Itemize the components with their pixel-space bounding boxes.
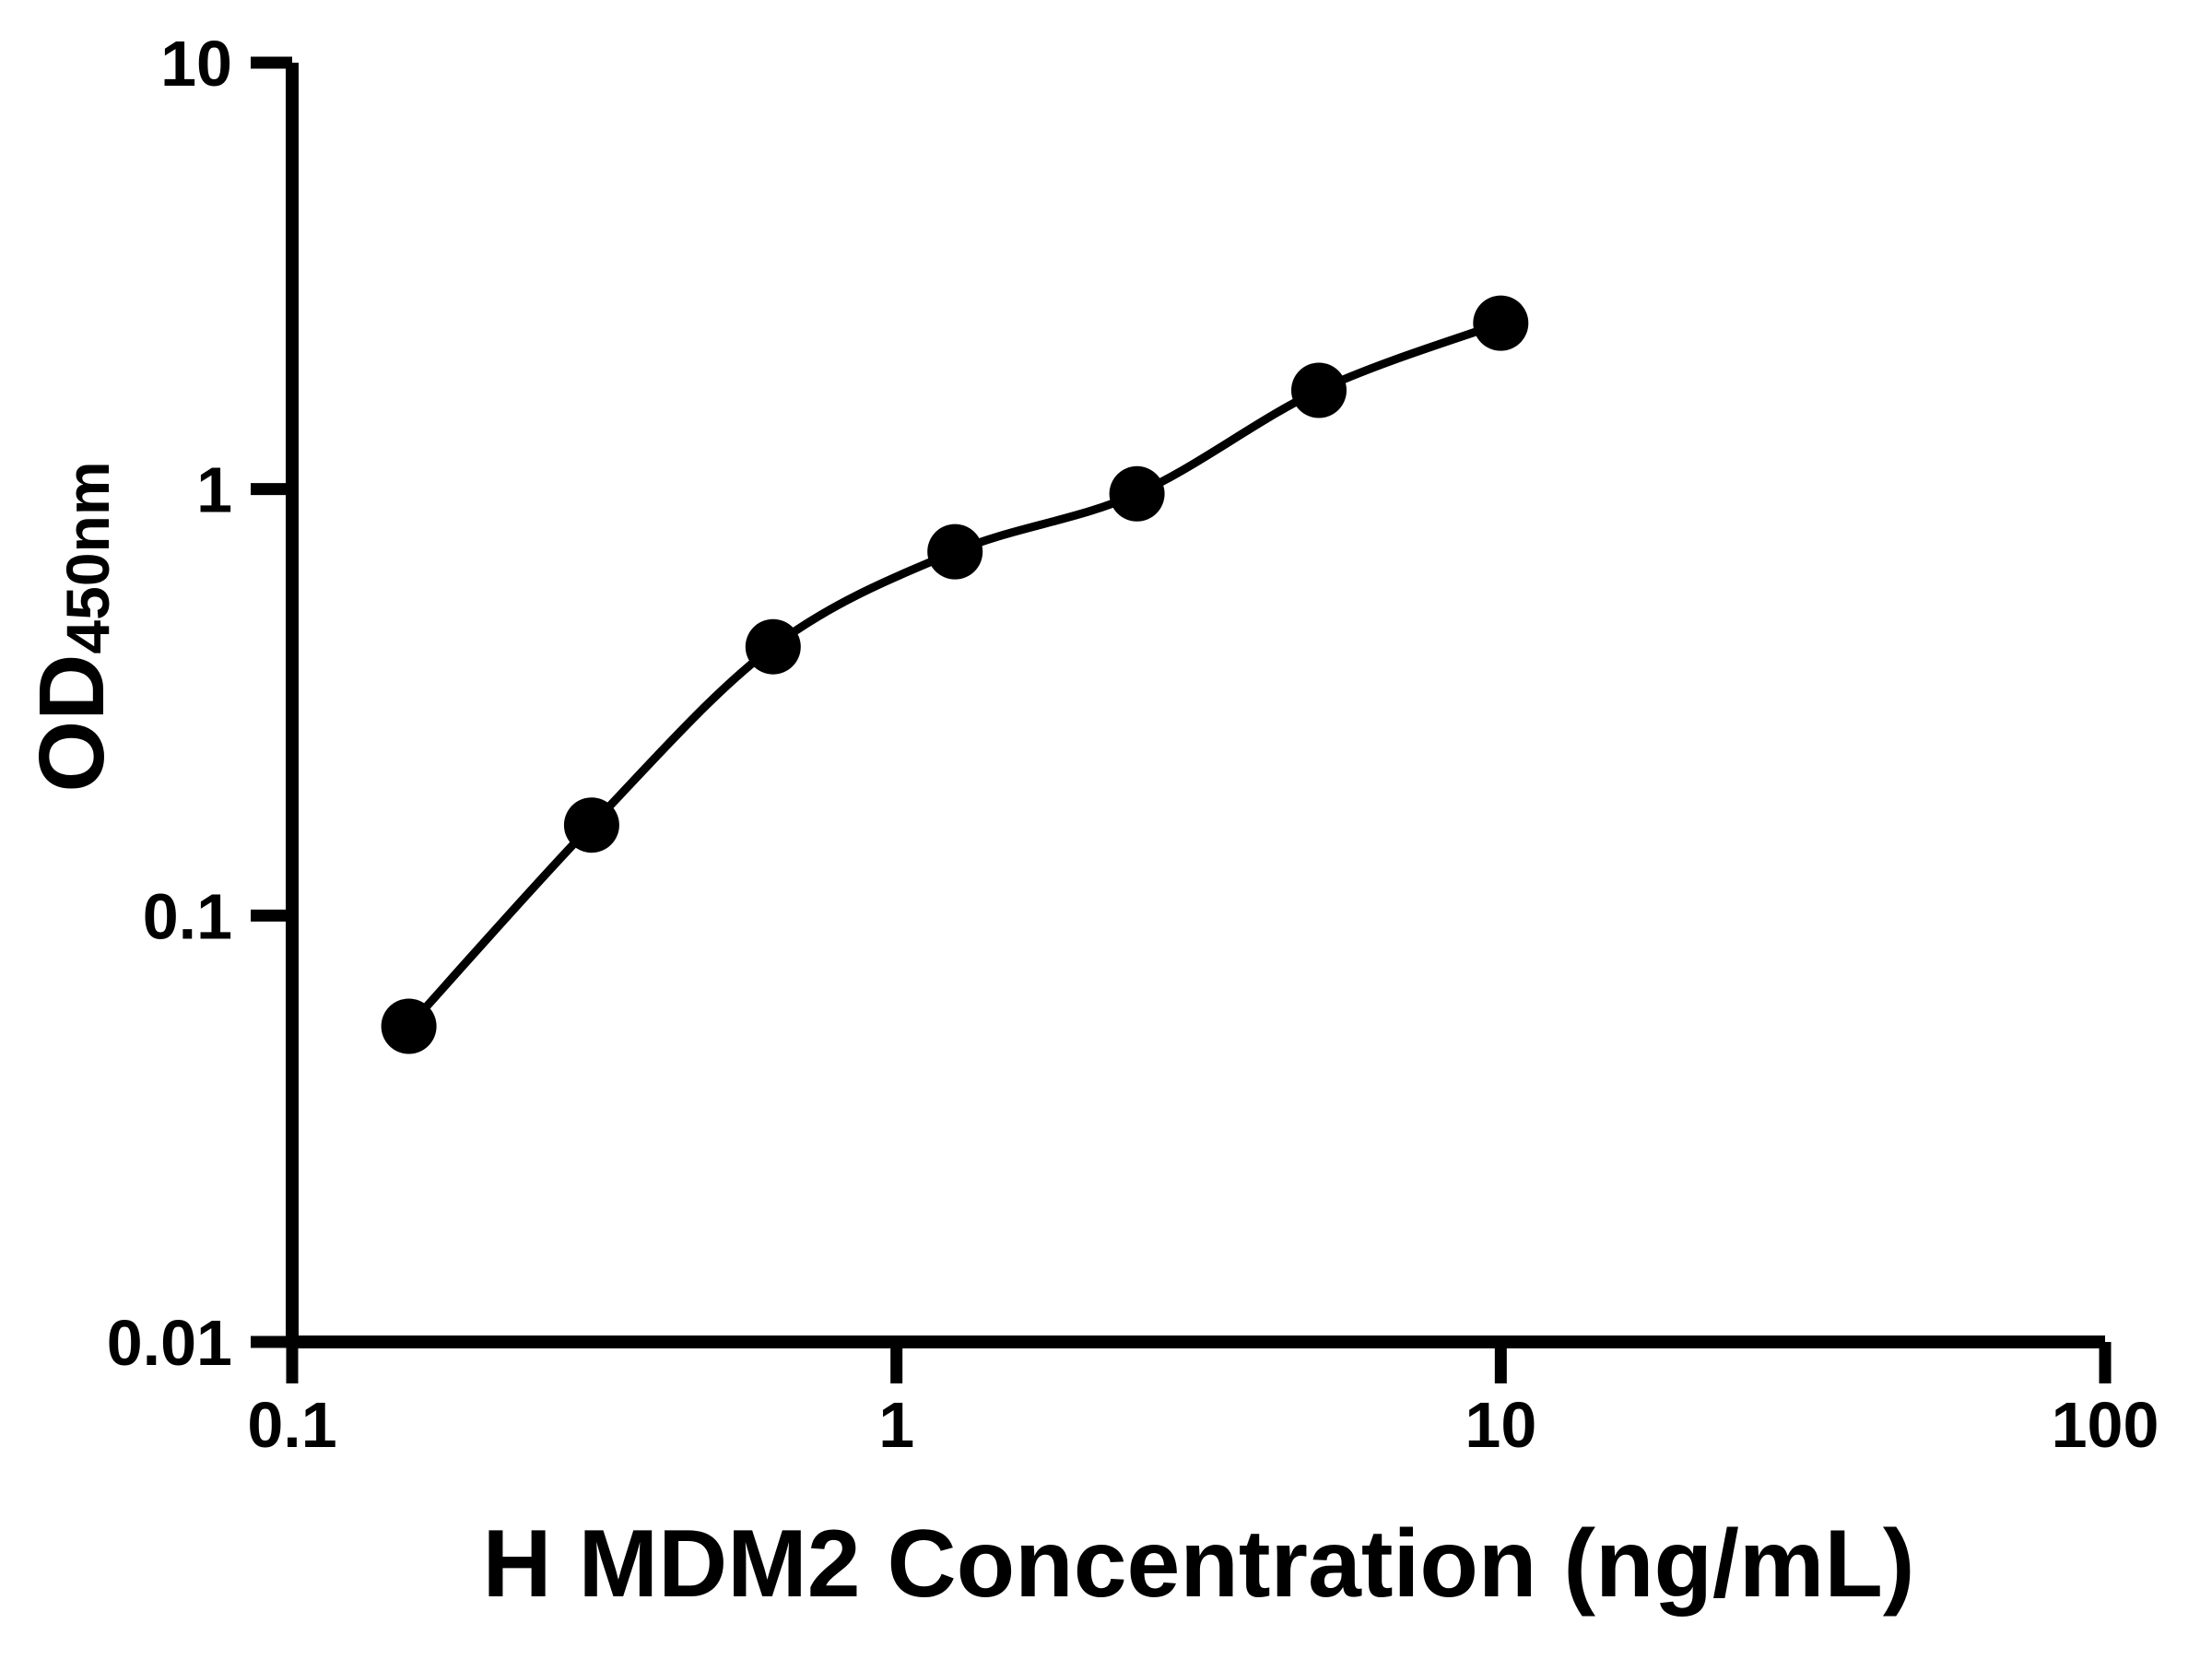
x-tick-label-1: 1 (878, 1389, 914, 1461)
data-point-3 (927, 524, 983, 580)
y-tick-label-1: 1 (196, 454, 232, 526)
data-point-0 (381, 998, 437, 1054)
x-axis-title: H MDM2 Concentration (ng/mL) (482, 1511, 1914, 1618)
data-point-4 (1109, 465, 1165, 522)
data-point-6 (1473, 295, 1529, 351)
data-point-2 (745, 618, 801, 675)
x-tick-label-0.1: 0.1 (247, 1389, 336, 1461)
y-axis-title-main: OD (20, 654, 124, 793)
y-axis-title-sub: 450nm (53, 461, 122, 653)
y-tick-label-0.1: 0.1 (143, 880, 232, 952)
data-point-1 (563, 797, 619, 853)
x-tick-label-100: 100 (2052, 1389, 2159, 1461)
y-axis-title: OD450nm (20, 461, 124, 792)
y-tick-label-0.01: 0.01 (107, 1307, 232, 1379)
data-point-5 (1291, 362, 1347, 418)
y-tick-label-10: 10 (160, 28, 232, 100)
x-tick-label-10: 10 (1465, 1389, 1536, 1461)
